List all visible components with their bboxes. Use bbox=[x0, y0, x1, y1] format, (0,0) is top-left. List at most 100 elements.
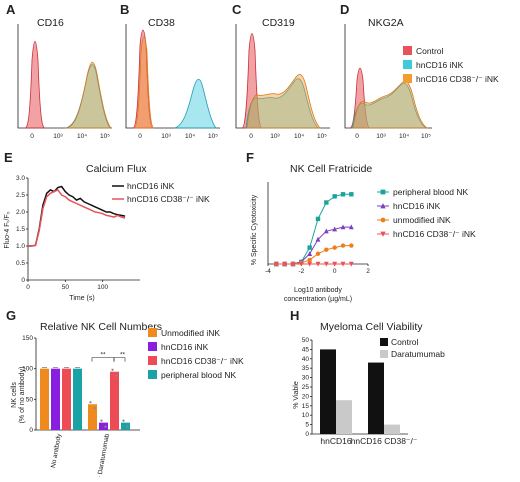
ytick-label-h: 25 bbox=[302, 384, 310, 391]
legend-label-hncd16: hnCD16 iNK bbox=[416, 60, 464, 70]
tick-c-2: 10⁴ bbox=[294, 133, 304, 140]
tick-b-3: 10⁵ bbox=[208, 133, 218, 140]
bar-g-0-3 bbox=[73, 368, 82, 430]
point-f-2 bbox=[340, 243, 346, 248]
series-line-f-2 bbox=[276, 245, 352, 265]
panel-letter-h: H bbox=[290, 308, 299, 323]
ytick-label-h: 15 bbox=[302, 403, 310, 410]
point-f-0 bbox=[324, 200, 329, 205]
xlabel-e: Time (s) bbox=[69, 295, 94, 302]
point-f-0 bbox=[307, 245, 312, 250]
point-f-0 bbox=[349, 192, 354, 197]
legend-label-e-1: hnCD16 CD38⁻/⁻ iNK bbox=[127, 194, 210, 204]
ylabel-f: % Specific Cytotoxicity bbox=[251, 194, 258, 265]
legend-swatch-g-0 bbox=[148, 328, 157, 337]
legend-marker-f-2 bbox=[380, 217, 386, 223]
bar-h-0-0 bbox=[320, 349, 336, 434]
histogram-control-a bbox=[24, 40, 46, 129]
plot-area-f: -4 -2 0 2 bbox=[265, 182, 370, 275]
xtick-label-e: 50 bbox=[62, 284, 70, 291]
legend-label-g-0: Unmodified iNK bbox=[161, 328, 220, 338]
dot-g bbox=[122, 419, 125, 422]
xlabel-f-line1: Log10 antibody bbox=[294, 287, 342, 294]
histogram-title-cd16: CD16 bbox=[37, 17, 64, 29]
series-line-f-0 bbox=[276, 193, 352, 265]
panel-h: H Myeloma Cell Viability % Viable 0 5 10 15… bbox=[290, 308, 445, 446]
point-f-1 bbox=[332, 226, 338, 232]
ytick-label-e: 0 bbox=[21, 277, 25, 284]
xtick-label-f: -2 bbox=[298, 268, 304, 275]
dot-g bbox=[100, 419, 103, 422]
legend-label-e-0: hnCD16 iNK bbox=[127, 181, 175, 191]
panel-f: F NK Cell Fratricide % Specific Cytotoxi… bbox=[246, 150, 476, 303]
panel-e: E Calcium Flux Fluo-4 Fₜ/F₀ Time (s) 0 0.… bbox=[4, 150, 210, 302]
point-f-1 bbox=[340, 224, 346, 230]
legend-label-f-2: unmodified iNK bbox=[393, 215, 451, 225]
sig-label-g-0: ** bbox=[100, 352, 106, 359]
ytick-label-e: 1.5 bbox=[16, 226, 25, 233]
histogram-hncd16-d bbox=[351, 83, 428, 129]
bar-g-0-2 bbox=[62, 368, 71, 430]
ytick-label-e: 1.0 bbox=[16, 243, 25, 250]
ytick-label-h: 45 bbox=[302, 346, 310, 353]
plot-area-h: 0 5 10 15 20 25 30 35 40 45 50 hnCD16 hnCD16 CD38⁻/⁻ bbox=[302, 337, 418, 446]
histogram-hncd16-a bbox=[64, 64, 111, 129]
bar-h-1-1 bbox=[384, 424, 400, 434]
tick-b-2: 10⁴ bbox=[185, 133, 195, 140]
tick-d-1: 10³ bbox=[376, 133, 386, 140]
histogram-hncd16-c bbox=[245, 78, 319, 129]
tick-a-1: 10³ bbox=[53, 133, 63, 140]
panel-b: B CD38 0 10³ 10⁴ 10⁵ bbox=[120, 2, 220, 140]
point-f-2 bbox=[349, 243, 354, 248]
chart-title-f: NK Cell Fratricide bbox=[290, 163, 372, 175]
ytick-label-h: 40 bbox=[302, 356, 310, 363]
panel-letter-d: D bbox=[340, 2, 349, 17]
point-f-1 bbox=[315, 236, 321, 242]
legend-label-f-3: hnCD16 CD38⁻/⁻ iNK bbox=[393, 229, 476, 239]
plot-area-e: 0 0.5 1.0 1.5 2.0 2.5 3.0 0 50 100 bbox=[16, 175, 140, 291]
xtick-label-e: 0 bbox=[26, 284, 30, 291]
point-f-3 bbox=[307, 261, 313, 267]
xtick-label-e: 100 bbox=[97, 284, 108, 291]
panel-g: G Relative NK Cell Numbers NK cells (% o… bbox=[6, 308, 244, 480]
bar-g-0-0 bbox=[40, 368, 49, 430]
bar-g-0-1 bbox=[51, 368, 60, 430]
ytick-label-h: 30 bbox=[302, 375, 310, 382]
plot-area-g: 0 50 100 150 No antibody + Daratumumab ** ** bbox=[22, 335, 140, 480]
bar-h-1-0 bbox=[368, 362, 384, 434]
legend-swatch-g-1 bbox=[148, 342, 157, 351]
tick-c-1: 10³ bbox=[270, 133, 280, 140]
ytick-label-h: 50 bbox=[302, 337, 310, 344]
histogram-control-c bbox=[241, 33, 263, 129]
histogram-control-d bbox=[349, 67, 371, 129]
legend-marker-f-0 bbox=[380, 189, 386, 195]
tick-d-0: 0 bbox=[355, 133, 359, 140]
tick-c-0: 0 bbox=[249, 133, 253, 140]
dot-g bbox=[93, 407, 96, 410]
chart-title-g: Relative NK Cell Numbers bbox=[40, 321, 162, 333]
legend-label-g-1: hnCD16 iNK bbox=[161, 342, 209, 352]
point-f-3 bbox=[290, 261, 296, 267]
legend-label-g-2: hnCD16 CD38⁻/⁻ iNK bbox=[161, 356, 244, 366]
xtick-label-h-0: hnCD16 bbox=[320, 436, 351, 446]
legend-label-control: Control bbox=[416, 46, 444, 56]
bar-g-1-3 bbox=[121, 422, 130, 430]
ytick-label-h: 10 bbox=[302, 412, 310, 419]
legend-swatch-g-2 bbox=[148, 356, 157, 365]
legend-label-h-1: Daratumumab bbox=[391, 349, 445, 359]
series-line-e-1 bbox=[28, 188, 126, 247]
legend-swatch-h-1 bbox=[380, 350, 388, 358]
panel-letter-e: E bbox=[4, 150, 13, 165]
sig-bracket-g-1 bbox=[113, 357, 126, 362]
panel-c: C CD319 0 10³ 10⁴ 10⁵ bbox=[232, 2, 330, 140]
dot-g bbox=[104, 425, 107, 428]
legend-swatch-control bbox=[403, 46, 412, 55]
point-f-2 bbox=[307, 257, 312, 263]
dot-g bbox=[126, 425, 129, 428]
ytick-label-h: 20 bbox=[302, 393, 310, 400]
legend-top: Control hnCD16 iNK hnCD16 CD38⁻/⁻ iNK bbox=[403, 46, 499, 84]
legend-marker-f-3 bbox=[380, 231, 386, 237]
series-line-e-0 bbox=[28, 185, 126, 247]
